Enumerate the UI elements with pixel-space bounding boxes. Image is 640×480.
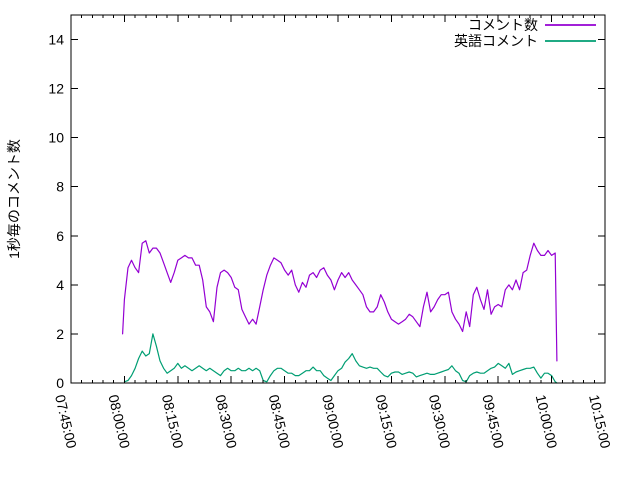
plot-border <box>70 14 606 384</box>
y-tick-label: 14 <box>48 32 64 48</box>
y-tick-label: 6 <box>56 228 64 244</box>
series-line-english-comments <box>123 333 558 384</box>
legend-label: コメント数 <box>468 17 538 33</box>
y-tick-label: 2 <box>56 326 64 342</box>
y-tick-label: 4 <box>56 277 64 293</box>
legend-label: 英語コメント <box>454 33 538 49</box>
y-tick-label: 8 <box>56 179 64 195</box>
series-line-comment-count <box>121 240 558 362</box>
legend-entry-comment-count: コメント数 <box>468 17 596 33</box>
y-tick-label: 0 <box>56 375 64 391</box>
y-tick-label: 10 <box>48 130 64 146</box>
legend-entry-english-comments: 英語コメント <box>454 33 596 49</box>
y-tick-label: 12 <box>48 81 64 97</box>
y-axis-title: 1秒毎のコメント数 <box>6 139 22 259</box>
series-group <box>121 240 558 384</box>
y-tick-labels: 0 2 4 6 8 10 12 14 <box>48 32 64 391</box>
